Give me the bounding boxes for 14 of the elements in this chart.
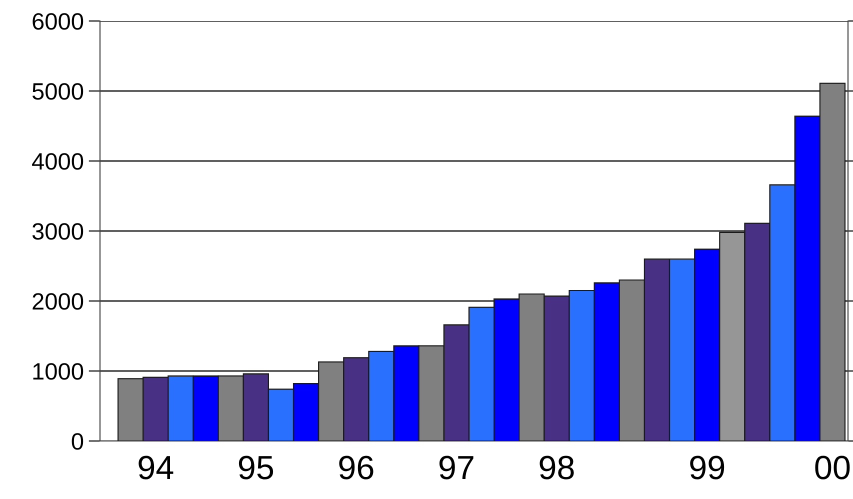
x-tick-label: 94 [138,456,174,480]
y-tick-label: 4000 [32,153,84,170]
x-tick-label: 99 [690,456,724,480]
x-tick-label: 97 [439,456,474,480]
x-tick-label: 00 [815,456,850,480]
y-tick-label: 6000 [32,13,84,30]
y-tick-label: 2000 [32,293,84,310]
x-tick-label: 95 [238,456,274,480]
x-tick-label: 98 [540,456,574,480]
y-tick-label: 3000 [32,223,84,240]
y-tick-label: 1000 [33,363,84,380]
y-tick-label: 5000 [32,83,84,100]
y-tick-label: 0 [72,433,84,450]
x-tick-label: 96 [339,456,374,480]
